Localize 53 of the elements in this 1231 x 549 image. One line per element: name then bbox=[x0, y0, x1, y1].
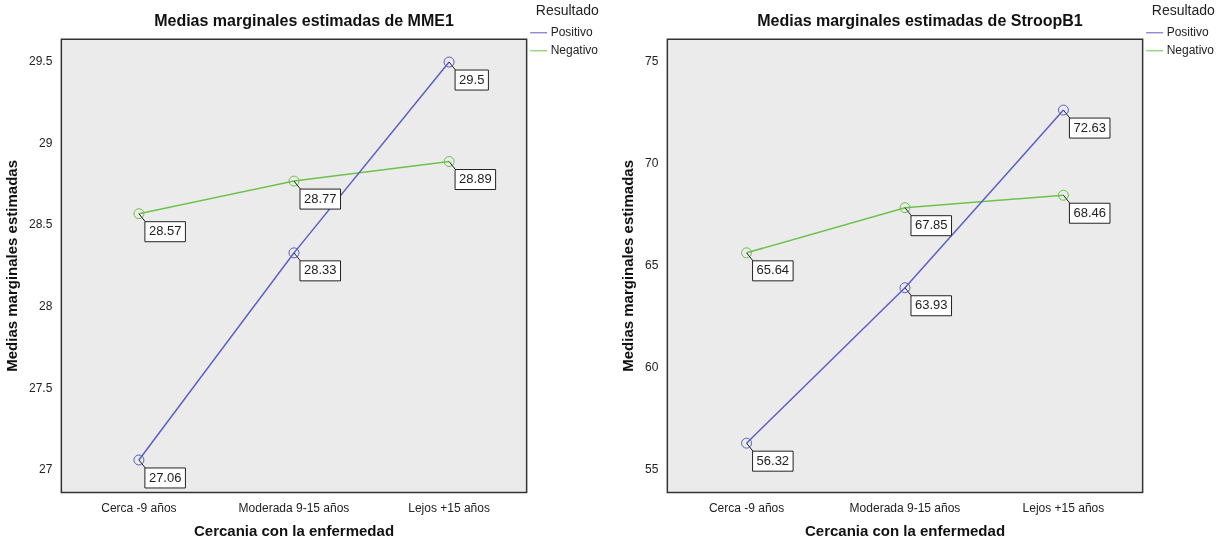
data-label: 67.85 bbox=[914, 217, 948, 233]
y-axis-title: Medias marginales estimadas bbox=[3, 160, 21, 372]
legend-label: Positivo bbox=[550, 25, 593, 40]
point bbox=[443, 56, 455, 68]
point bbox=[899, 282, 911, 294]
y-tick-label: 29 bbox=[39, 135, 53, 150]
y-tick-label: 29.5 bbox=[29, 54, 53, 69]
data-label: 63.93 bbox=[914, 297, 948, 313]
point bbox=[741, 247, 753, 259]
y-tick-label: 28.5 bbox=[29, 217, 53, 232]
point bbox=[133, 454, 145, 466]
legend-title: Resultado bbox=[1151, 1, 1216, 18]
x-tick-label: Moderada 9-15 años bbox=[238, 501, 350, 516]
data-label: 28.89 bbox=[459, 171, 492, 187]
data-label: 28.77 bbox=[304, 190, 337, 206]
chart-title: Medias marginales estimadas de StroopB1 bbox=[757, 12, 1083, 30]
y-tick-label: 27 bbox=[39, 462, 53, 477]
legend-label: Negativo bbox=[550, 43, 599, 58]
data-label: 65.64 bbox=[756, 262, 790, 278]
point bbox=[443, 156, 455, 168]
point bbox=[1057, 104, 1069, 116]
data-label: 56.32 bbox=[756, 452, 790, 468]
y-tick-label: 28 bbox=[39, 298, 53, 313]
y-tick-label: 65 bbox=[644, 258, 659, 273]
data-label: 27.06 bbox=[148, 469, 182, 485]
y-axis-title: Medias marginales estimadas bbox=[619, 160, 637, 372]
point bbox=[133, 208, 145, 220]
legend-title: Resultado bbox=[535, 1, 600, 18]
data-label: 28.33 bbox=[304, 262, 337, 278]
point bbox=[288, 175, 300, 187]
y-tick-label: 70 bbox=[644, 156, 659, 171]
data-label: 72.63 bbox=[1073, 119, 1106, 135]
y-tick-label: 75 bbox=[644, 53, 659, 68]
x-tick-label: Cerca -9 años bbox=[101, 501, 177, 516]
data-label: 28.57 bbox=[148, 223, 182, 239]
data-label: 68.46 bbox=[1073, 204, 1106, 220]
x-tick-label: Moderada 9-15 años bbox=[849, 501, 961, 516]
y-tick-label: 55 bbox=[644, 462, 659, 477]
x-tick-label: Lejos +15 años bbox=[1022, 501, 1105, 516]
point bbox=[288, 247, 300, 259]
point bbox=[899, 202, 911, 214]
chart-title: Medias marginales estimadas de MME1 bbox=[154, 12, 454, 30]
data-label: 29.5 bbox=[459, 71, 485, 87]
y-tick-label: 27.5 bbox=[29, 380, 53, 395]
x-tick-label: Lejos +15 años bbox=[408, 501, 490, 516]
x-tick-label: Cerca -9 años bbox=[708, 501, 785, 516]
point bbox=[741, 437, 753, 449]
y-tick-label: 60 bbox=[644, 360, 659, 375]
x-axis-title: Cercania con la enfermedad bbox=[193, 522, 395, 540]
legend-label: Positivo bbox=[1166, 25, 1209, 40]
x-axis-title: Cercania con la enfermedad bbox=[804, 522, 1006, 540]
point bbox=[1057, 189, 1069, 201]
legend-label: Negativo bbox=[1166, 43, 1215, 58]
